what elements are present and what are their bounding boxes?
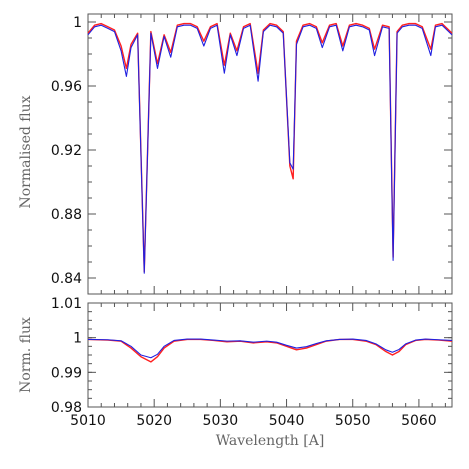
bottom-y-tick-label: 0.99 (51, 365, 82, 381)
bottom-y-axis-title: Norm. flux (18, 317, 34, 393)
top-x-ticks (87, 14, 446, 294)
x-tick-label: 5010 (70, 413, 106, 429)
bottom-y-tick-label: 1 (73, 331, 82, 347)
top-y-ticks: 1 0.96 0.92 0.88 0.84 (51, 15, 452, 295)
bottom-series-observed-line (87, 338, 453, 363)
x-tick-label: 5020 (136, 413, 172, 429)
top-y-tick-label: 0.88 (51, 207, 82, 223)
top-y-axis-title: Normalised flux (18, 95, 34, 208)
x-tick-label: 5060 (401, 413, 437, 429)
top-y-tick-label: 0.84 (51, 271, 82, 287)
top-panel-frame (87, 13, 453, 295)
bottom-panel: 1.01 1 0.99 0.98 5010 5020 5030 5040 5050 5060 N… (18, 296, 453, 449)
bottom-x-ticks: 5010 5020 5030 5040 5050 5060 (70, 303, 446, 429)
x-tick-label: 5050 (335, 413, 371, 429)
bottom-y-tick-label: 0.98 (51, 400, 82, 416)
top-series-group (87, 22, 453, 274)
top-y-tick-label: 0.96 (51, 79, 82, 95)
bottom-series-model-line (87, 338, 453, 359)
bottom-y-ticks: 1.01 1 0.99 0.98 (51, 296, 452, 416)
bottom-series-group (87, 338, 453, 363)
top-panel: 1 0.96 0.92 0.88 0.84 Normalised flux (18, 13, 453, 295)
bottom-y-tick-label: 1.01 (51, 296, 82, 312)
top-series-observed-line (87, 22, 453, 273)
x-axis-title: Wavelength [A] (216, 433, 325, 449)
x-tick-label: 5040 (269, 413, 305, 429)
top-y-tick-label: 1 (73, 15, 82, 31)
x-tick-label: 5030 (203, 413, 239, 429)
top-series-model-line (87, 24, 453, 274)
top-y-tick-label: 0.92 (51, 143, 82, 159)
